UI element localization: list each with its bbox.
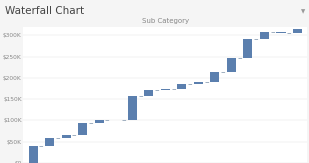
Bar	[28, 146, 38, 163]
Bar	[61, 135, 71, 138]
Bar	[161, 89, 170, 90]
Y-axis label: Running Sum of Profit: Running Sum of Profit	[0, 61, 1, 129]
Text: Sub Category: Sub Category	[142, 18, 189, 24]
Bar	[293, 30, 302, 33]
Bar	[227, 58, 236, 72]
Bar	[194, 82, 203, 84]
Bar	[277, 32, 286, 33]
Bar	[95, 120, 104, 123]
Bar	[128, 96, 137, 120]
Text: ▼: ▼	[301, 9, 305, 14]
Bar	[177, 84, 186, 89]
Bar	[243, 39, 252, 58]
Bar	[260, 32, 269, 39]
Text: Waterfall Chart: Waterfall Chart	[5, 6, 84, 16]
Bar	[45, 138, 54, 146]
Bar	[210, 72, 219, 82]
Bar	[144, 90, 153, 96]
Bar	[78, 123, 87, 135]
